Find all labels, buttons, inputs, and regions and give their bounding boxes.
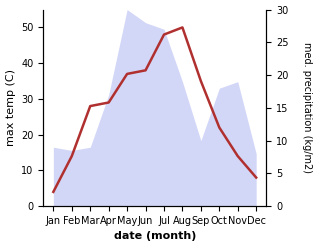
X-axis label: date (month): date (month) [114, 231, 196, 242]
Y-axis label: med. precipitation (kg/m2): med. precipitation (kg/m2) [302, 42, 313, 173]
Y-axis label: max temp (C): max temp (C) [5, 69, 16, 146]
